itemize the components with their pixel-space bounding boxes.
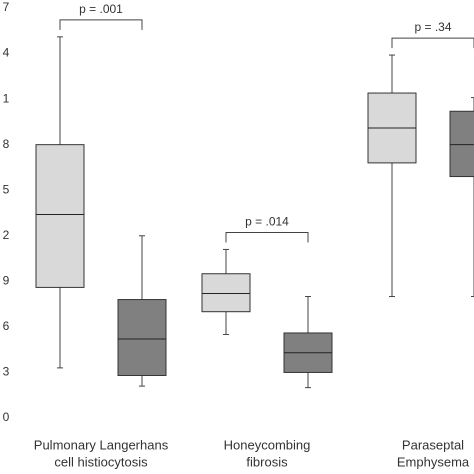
box [117, 299, 167, 376]
bracket [391, 37, 474, 49]
x-tick-label: Pulmonary Langerhans [34, 437, 169, 452]
y-tick-label: 7 [3, 0, 10, 14]
x-tick-label: Honeycombing [224, 437, 311, 452]
annotation: p = .34 [414, 20, 451, 34]
y-tick-label: 6 [3, 319, 10, 333]
box [35, 144, 85, 288]
bracket [59, 19, 143, 30]
y-tick-label: 0 [3, 410, 10, 424]
bracket [225, 231, 309, 243]
y-tick-label: 8 [3, 137, 10, 151]
x-tick-label: cell histiocytosis [54, 454, 148, 469]
box [449, 110, 474, 178]
annotation: p = .014 [245, 215, 289, 229]
y-tick-label: 3 [3, 365, 10, 379]
box [201, 273, 251, 313]
x-tick-label: fibrosis [246, 454, 288, 469]
y-tick-label: 9 [3, 274, 10, 288]
x-tick-label: Emphysema [397, 454, 470, 469]
x-tick-label: Paraseptal [402, 437, 464, 452]
y-tick-label: 4 [3, 46, 10, 60]
annotation: p = .001 [79, 2, 123, 16]
y-tick-label: 5 [3, 182, 10, 196]
y-tick-label: 2 [3, 228, 10, 242]
y-tick-label: 1 [3, 91, 10, 105]
